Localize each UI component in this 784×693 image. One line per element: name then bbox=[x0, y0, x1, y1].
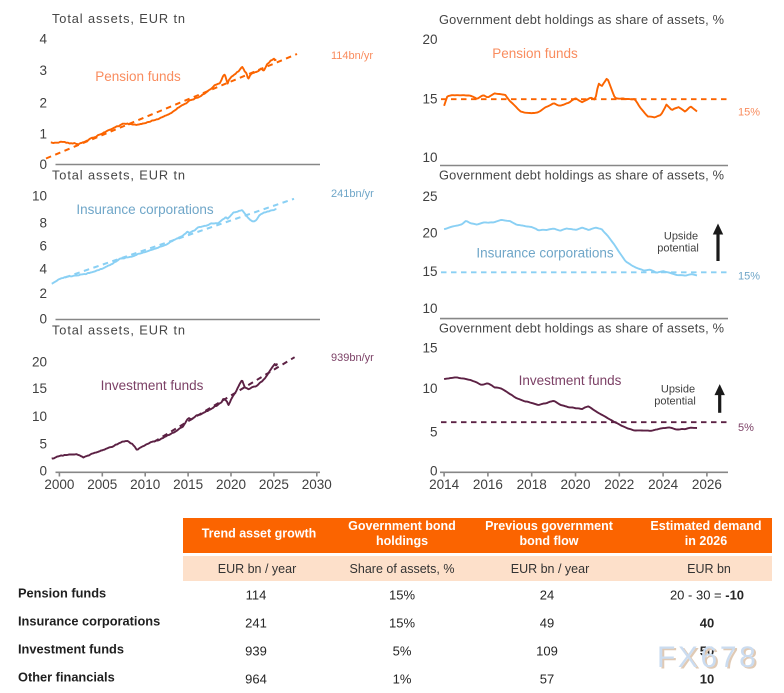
svg-text:4: 4 bbox=[39, 32, 47, 47]
svg-text:Pension funds: Pension funds bbox=[95, 69, 181, 84]
svg-text:3: 3 bbox=[39, 63, 47, 78]
svg-text:5: 5 bbox=[39, 437, 47, 452]
svg-text:25: 25 bbox=[422, 189, 437, 204]
svg-text:Upside: Upside bbox=[664, 231, 698, 243]
svg-text:10: 10 bbox=[422, 150, 437, 165]
svg-text:4: 4 bbox=[39, 262, 47, 277]
svg-text:2024: 2024 bbox=[648, 477, 679, 492]
svg-text:Upside: Upside bbox=[661, 384, 695, 396]
svg-text:2030: 2030 bbox=[302, 477, 332, 492]
svg-text:Total assets, EUR tn: Total assets, EUR tn bbox=[52, 168, 186, 183]
svg-text:2005: 2005 bbox=[87, 477, 117, 492]
svg-text:10: 10 bbox=[32, 409, 47, 424]
svg-text:Government debt holdings as sh: Government debt holdings as share of ass… bbox=[439, 168, 724, 183]
svg-text:15: 15 bbox=[422, 340, 437, 355]
svg-text:Investment funds: Investment funds bbox=[101, 378, 204, 393]
svg-text:10: 10 bbox=[422, 381, 437, 396]
svg-text:2: 2 bbox=[39, 286, 47, 301]
svg-text:5: 5 bbox=[430, 424, 438, 439]
svg-text:0: 0 bbox=[39, 157, 47, 172]
svg-text:15: 15 bbox=[422, 91, 437, 106]
svg-text:2026: 2026 bbox=[692, 477, 722, 492]
svg-text:6: 6 bbox=[39, 239, 47, 254]
svg-text:Investment funds: Investment funds bbox=[519, 373, 622, 388]
svg-text:2020: 2020 bbox=[560, 477, 590, 492]
svg-text:114bn/yr: 114bn/yr bbox=[331, 50, 373, 62]
svg-text:15%: 15% bbox=[738, 107, 760, 119]
svg-text:20: 20 bbox=[32, 355, 47, 370]
svg-text:2020: 2020 bbox=[216, 477, 246, 492]
svg-text:0: 0 bbox=[39, 311, 47, 326]
svg-text:20: 20 bbox=[422, 225, 437, 240]
svg-text:Pension funds: Pension funds bbox=[492, 46, 578, 61]
svg-text:15%: 15% bbox=[738, 271, 760, 283]
svg-text:10: 10 bbox=[422, 301, 437, 316]
svg-text:Government debt holdings as sh: Government debt holdings as share of ass… bbox=[439, 321, 724, 336]
svg-text:0: 0 bbox=[39, 464, 47, 479]
svg-text:Government debt holdings as sh: Government debt holdings as share of ass… bbox=[439, 12, 724, 27]
svg-text:15: 15 bbox=[422, 264, 437, 279]
svg-text:2010: 2010 bbox=[130, 477, 160, 492]
svg-text:2014: 2014 bbox=[429, 477, 460, 492]
svg-text:potential: potential bbox=[657, 243, 699, 255]
svg-text:5%: 5% bbox=[738, 422, 754, 434]
svg-text:2025: 2025 bbox=[259, 477, 289, 492]
svg-text:20: 20 bbox=[422, 32, 437, 47]
svg-text:Insurance corporations: Insurance corporations bbox=[76, 202, 214, 217]
svg-text:0: 0 bbox=[430, 464, 438, 479]
svg-text:1: 1 bbox=[39, 127, 47, 142]
svg-text:2000: 2000 bbox=[44, 477, 74, 492]
svg-text:2015: 2015 bbox=[173, 477, 203, 492]
svg-text:241bn/yr: 241bn/yr bbox=[331, 188, 374, 200]
svg-text:2018: 2018 bbox=[517, 477, 547, 492]
svg-text:2: 2 bbox=[39, 96, 47, 111]
svg-text:Total assets, EUR tn: Total assets, EUR tn bbox=[52, 323, 186, 338]
svg-text:Total assets, EUR tn: Total assets, EUR tn bbox=[52, 11, 186, 26]
svg-text:15: 15 bbox=[32, 381, 47, 396]
svg-text:8: 8 bbox=[39, 215, 47, 230]
svg-text:10: 10 bbox=[32, 189, 47, 204]
svg-text:potential: potential bbox=[654, 396, 696, 408]
svg-text:939bn/yr: 939bn/yr bbox=[331, 352, 374, 364]
svg-text:Insurance corporations: Insurance corporations bbox=[476, 246, 614, 261]
svg-text:2022: 2022 bbox=[604, 477, 634, 492]
svg-text:2016: 2016 bbox=[473, 477, 503, 492]
